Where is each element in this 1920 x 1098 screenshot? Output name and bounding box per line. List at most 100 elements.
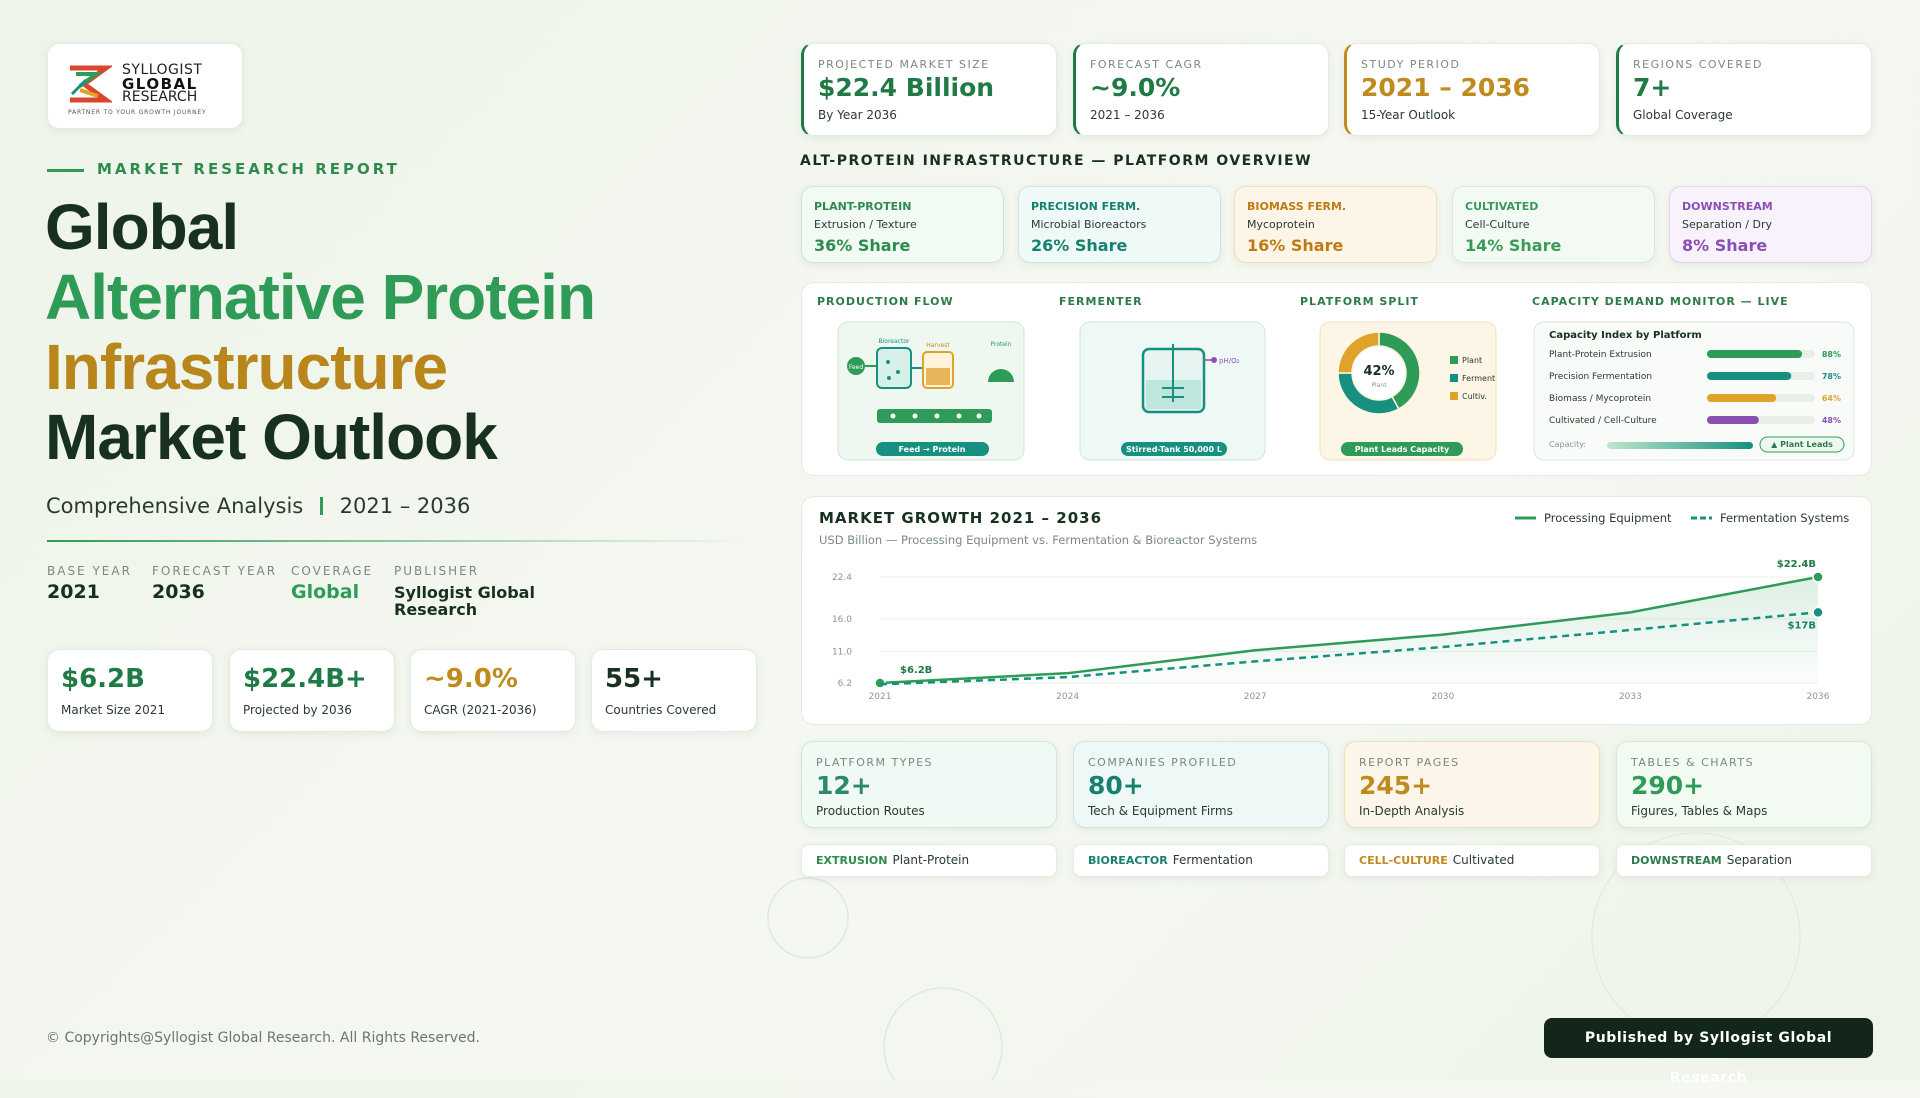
platform-desc: Extrusion / Texture [814, 218, 917, 231]
meta-label: PUBLISHER [394, 564, 480, 578]
x-tick-label: 2021 [869, 692, 892, 702]
x-tick-label: 2024 [1056, 692, 1079, 702]
stat-label: Countries Covered [605, 703, 717, 717]
eyebrow: MARKET RESEARCH REPORT [97, 160, 400, 178]
cell [896, 370, 900, 374]
point-marker [1812, 606, 1824, 619]
kpi-value: $22.4 Billion [818, 73, 995, 102]
logo-stroke [70, 78, 88, 96]
platform-share: 16% Share [1247, 236, 1344, 255]
count-note: Figures, Tables & Maps [1631, 804, 1768, 818]
platform-name: DOWNSTREAM [1682, 200, 1773, 213]
kpi-note: 15-Year Outlook [1361, 108, 1456, 122]
kpi-card: STUDY PERIOD 2021 – 2036 15-Year Outlook [1344, 43, 1600, 136]
chart-subtitle: USD Billion — Processing Equipment vs. F… [819, 533, 1257, 547]
flow-label: Feed [849, 364, 864, 371]
title-line: Global [45, 191, 239, 263]
platform-share: 36% Share [814, 236, 911, 255]
count-card: TABLES & CHARTS 290+ Figures, Tables & Map… [1616, 741, 1872, 828]
point-label: $6.2B [900, 665, 932, 676]
capacity-bar [1707, 372, 1792, 380]
kpi-note: 2021 – 2036 [1090, 108, 1165, 122]
flow-label: Bioreactor [879, 338, 910, 345]
capacity-value: 78% [1822, 372, 1841, 381]
hero-title: Global Alternative Protein Infrastructur… [45, 191, 596, 473]
stat-label: Market Size 2021 [61, 703, 166, 717]
platform-desc: Separation / Dry [1682, 218, 1773, 231]
platform-desc: Mycoprotein [1247, 218, 1315, 231]
legend-label: Fermentation Systems [1720, 511, 1849, 525]
logo-card: SYLLOGIST GLOBAL RESEARCH PARTNER TO YOU… [47, 43, 243, 129]
tag-key: BIOREACTOR [1088, 854, 1168, 867]
flow-caption: Feed → Protein [899, 445, 966, 454]
panel-heading: PLATFORM SPLIT [1300, 295, 1419, 308]
chart-title: MARKET GROWTH 2021 – 2036 [819, 509, 1102, 527]
donut: Plant Ferment Cultiv. 42% Plant [1337, 331, 1495, 415]
legend-label: Processing Equipment [1544, 511, 1672, 525]
area-fill [880, 577, 1818, 683]
legend-label: Cultiv. [1462, 392, 1487, 401]
kpi-card: PROJECTED MARKET SIZE $22.4 Billion By Yea… [801, 43, 1057, 136]
capacity-footer-label: Capacity: [1549, 440, 1586, 449]
platform-share: 14% Share [1465, 236, 1562, 255]
tag-text: Plant-Protein [892, 853, 970, 867]
logo-line: GLOBAL [122, 75, 198, 93]
caption-pill [876, 442, 989, 456]
donut-center-value: 42% [1363, 364, 1394, 379]
meta-label: BASE YEAR [47, 564, 132, 578]
y-tick-label: 16.0 [832, 615, 852, 625]
stat-card: $6.2B Market Size 2021 [47, 649, 213, 732]
hero-divider [47, 540, 747, 542]
meta-row: BASE YEAR 2021 FORECAST YEAR 2036 COVERAGE Gl… [47, 564, 747, 624]
capacity-category: Cultivated / Cell-Culture [1549, 416, 1657, 426]
tag-pill: CELL-CULTURE Cultivated [1344, 844, 1600, 877]
kpi-card: REGIONS COVERED 7+ Global Coverage [1616, 43, 1872, 136]
y-tick-label: 22.4 [832, 573, 852, 583]
panel-heading: CAPACITY DEMAND MONITOR — LIVE [1532, 295, 1789, 308]
subtitle-period: 2021 – 2036 [339, 494, 471, 518]
capacity-value: 48% [1822, 416, 1841, 425]
logo-line: RESEARCH [122, 89, 198, 105]
kpi-value: ~9.0% [1090, 73, 1181, 102]
panel-heading: FERMENTER [1059, 295, 1143, 308]
count-label: TABLES & CHARTS [1631, 756, 1755, 769]
platform-card: PLANT-PROTEIN Extrusion / Texture 36% Shar… [801, 186, 1004, 263]
y-tick-label: 6.2 [838, 679, 852, 689]
tag-text: Separation [1726, 853, 1792, 867]
roller [934, 413, 940, 419]
capacity-chart-title: Capacity Index by Platform [1549, 330, 1702, 341]
cell [887, 376, 891, 380]
title-line: Market Outlook [45, 401, 498, 473]
count-label: REPORT PAGES [1359, 756, 1460, 769]
tag-pill: EXTRUSION Plant-Protein [801, 844, 1057, 877]
tag-key: EXTRUSION [816, 854, 888, 867]
capacity-badge: ▲ Plant Leads [1771, 440, 1833, 449]
legend-swatch [1450, 356, 1458, 364]
kpi-label: STUDY PERIOD [1361, 58, 1461, 71]
meta-value: 2036 [152, 581, 205, 603]
badge-pill [1759, 436, 1845, 453]
capacity-category: Plant-Protein Extrusion [1549, 350, 1652, 360]
stat-value: $22.4B+ [243, 664, 367, 694]
caption-pill [1121, 442, 1227, 456]
tag-pill: BIOREACTOR Fermentation [1073, 844, 1329, 877]
count-label: COMPANIES PROFILED [1088, 756, 1238, 769]
publisher-badge: Published by Syllogist Global Research [1544, 1018, 1873, 1086]
legend-swatch [1450, 374, 1458, 382]
bioreactor [876, 347, 912, 389]
title-line: Alternative Protein [45, 261, 596, 333]
platform-card: BIOMASS FERM. Mycoprotein 16% Share [1234, 186, 1437, 263]
capacity-value: 88% [1822, 350, 1841, 359]
roller [956, 413, 962, 419]
platform-card: PRECISION FERM. Microbial Bioreactors 26% … [1018, 186, 1221, 263]
tag-text: Fermentation [1172, 853, 1253, 867]
logo-line: SYLLOGIST [122, 62, 203, 78]
donut-slice [1337, 331, 1380, 374]
point-label: $17B [1788, 620, 1817, 631]
meta-value: 2021 [47, 581, 100, 603]
subtitle-text: Comprehensive Analysis [46, 494, 304, 518]
tag-text: Cultivated [1452, 853, 1515, 867]
count-value: 290+ [1631, 771, 1705, 800]
logo-mark [70, 65, 112, 103]
